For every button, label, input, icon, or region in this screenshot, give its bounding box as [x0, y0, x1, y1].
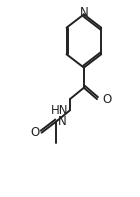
Text: O: O [30, 126, 39, 139]
Text: HN: HN [51, 104, 69, 117]
Text: O: O [103, 93, 112, 106]
Text: N: N [58, 115, 67, 128]
Text: N: N [80, 6, 88, 19]
